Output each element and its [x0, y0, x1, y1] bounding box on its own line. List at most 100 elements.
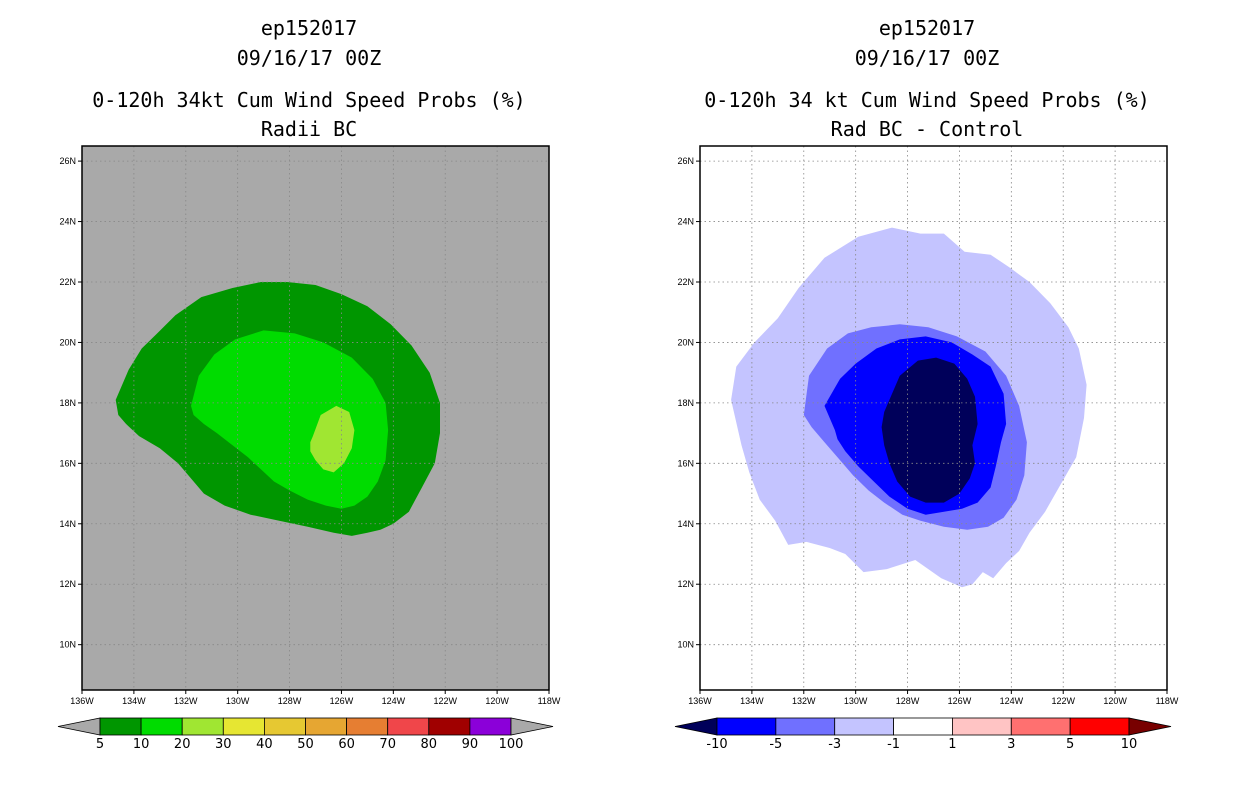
y-tick-label: 20N — [59, 337, 76, 347]
x-tick-label: 124W — [1000, 696, 1024, 706]
colorbar-label: 100 — [499, 737, 524, 752]
x-tick-label: 120W — [485, 696, 509, 706]
contour-regions — [731, 227, 1087, 588]
colorbar: 5 10 20 30 40 50 60 70 80 90 100 — [57, 717, 554, 752]
map-plot: 136W 134W 132W 130W 128W 126W 124W 122W 120W 118W… — [57, 145, 561, 752]
x-tick-label: 124W — [382, 696, 406, 706]
colorbar-swatch — [222, 717, 265, 736]
x-tick-label: 118W — [538, 696, 561, 706]
case-title: ep152017 — [260, 16, 358, 40]
colorbar-label: -10 — [706, 737, 727, 752]
time-title: 09/16/17 00Z — [854, 46, 1000, 70]
colorbar-swatch — [469, 717, 512, 736]
x-tick-label: 118W — [1156, 696, 1179, 706]
y-tick-label: 12N — [677, 579, 694, 589]
colorbar-label: 10 — [133, 737, 150, 752]
colorbar-label: 50 — [297, 737, 314, 752]
colorbar-label: 5 — [96, 737, 104, 752]
contour-region — [310, 405, 355, 473]
case-title: ep152017 — [878, 16, 976, 40]
chart-subtitle: Radii BC — [260, 117, 358, 141]
colorbar-swatch — [99, 717, 142, 736]
x-tick-label: 122W — [433, 696, 457, 706]
x-tick-label: 130W — [226, 696, 250, 706]
colorbar-swatch — [140, 717, 183, 736]
map-frame — [699, 145, 1168, 691]
x-tick-label: 134W — [122, 696, 146, 706]
y-tick-label: 22N — [677, 277, 694, 287]
colorbar-swatch — [263, 717, 306, 736]
panel-rad-bc-minus-control: ep152017 09/16/17 00Z 0-120h 34 kt Cum W… — [618, 0, 1236, 800]
colorbar-swatch — [305, 717, 347, 736]
colorbar-over-arrow — [1128, 717, 1172, 736]
x-tick-label: 128W — [278, 696, 302, 706]
chart-title: 0-120h 34 kt Cum Wind Speed Probs (%) — [704, 88, 1150, 112]
y-tick-label: 20N — [677, 337, 694, 347]
x-tick-label: 130W — [844, 696, 868, 706]
y-tick-label: 16N — [59, 458, 76, 468]
y-tick-label: 24N — [677, 217, 694, 227]
colorbar-swatch — [346, 717, 389, 736]
x-tick-label: 122W — [1051, 696, 1075, 706]
y-tick-label: 24N — [59, 217, 76, 227]
chart-subtitle: Rad BC - Control — [830, 117, 1024, 141]
colorbar-under-arrow — [57, 717, 101, 736]
y-tick-label: 18N — [677, 398, 694, 408]
contour-region — [881, 357, 978, 503]
y-tick-label: 26N — [59, 156, 76, 166]
x-tick-label: 134W — [740, 696, 764, 706]
colorbar-label: 80 — [421, 737, 438, 752]
y-tick-label: 14N — [677, 519, 694, 529]
y-tick-label: 18N — [59, 398, 76, 408]
colorbar-label: -3 — [828, 737, 841, 752]
colorbar-over-arrow — [510, 717, 554, 736]
x-axis-ticks: 136W 134W 132W 130W 128W 126W 124W 122W 120W 118W — [688, 690, 1179, 706]
colorbar-label: 5 — [1066, 737, 1074, 752]
x-axis-ticks: 136W 134W 132W 130W 128W 126W 124W 122W 120W 118W — [70, 690, 561, 706]
colorbar-swatch — [1069, 717, 1130, 736]
map-plot: 136W 134W 132W 130W 128W 126W 124W 122W 120W 118W… — [674, 145, 1179, 752]
colorbar-swatch — [716, 717, 777, 736]
colorbar-swatch — [834, 717, 894, 736]
colorbar-label: 70 — [379, 737, 396, 752]
colorbar-swatch — [1010, 717, 1071, 736]
colorbar-label: 10 — [1121, 737, 1138, 752]
y-axis-ticks: 10N 12N 14N 16N 18N 20N 22N 24N 26N — [59, 156, 82, 650]
colorbar-under-arrow — [674, 717, 718, 736]
colorbar-swatch — [893, 717, 953, 736]
panel-radii-bc: ep152017 09/16/17 00Z 0-120h 34kt Cum Wi… — [57, 16, 561, 752]
colorbar-label: 40 — [256, 737, 273, 752]
colorbar-label: 60 — [338, 737, 355, 752]
x-tick-label: 126W — [948, 696, 972, 706]
x-tick-label: 128W — [896, 696, 920, 706]
colorbar-label: -5 — [769, 737, 782, 752]
y-tick-label: 26N — [677, 156, 694, 166]
grid-lines — [82, 146, 549, 690]
colorbar-label: 1 — [948, 737, 956, 752]
colorbar: -10 -5 -3 -1 1 3 5 10 — [674, 717, 1172, 752]
y-tick-label: 10N — [677, 640, 694, 650]
y-tick-label: 10N — [59, 640, 76, 650]
colorbar-swatch — [775, 717, 836, 736]
y-tick-label: 16N — [677, 458, 694, 468]
x-tick-label: 136W — [688, 696, 712, 706]
chart-title: 0-120h 34kt Cum Wind Speed Probs (%) — [92, 88, 526, 112]
colorbar-label: 3 — [1007, 737, 1015, 752]
x-tick-label: 136W — [70, 696, 94, 706]
x-tick-label: 132W — [792, 696, 816, 706]
colorbar-swatch — [181, 717, 224, 736]
grid-lines — [700, 146, 1167, 690]
colorbar-label: 30 — [215, 737, 232, 752]
colorbar-swatch — [952, 717, 1012, 736]
y-tick-label: 22N — [59, 277, 76, 287]
contour-regions — [115, 282, 440, 536]
colorbar-label: 90 — [462, 737, 479, 752]
colorbar-swatch — [387, 717, 430, 736]
colorbar-swatch — [428, 717, 471, 736]
y-axis-ticks: 10N 12N 14N 16N 18N 20N 22N 24N 26N — [677, 156, 700, 650]
y-tick-label: 14N — [59, 519, 76, 529]
time-title: 09/16/17 00Z — [236, 46, 382, 70]
colorbar-label: -1 — [887, 737, 900, 752]
x-tick-label: 126W — [330, 696, 354, 706]
x-tick-label: 132W — [174, 696, 198, 706]
